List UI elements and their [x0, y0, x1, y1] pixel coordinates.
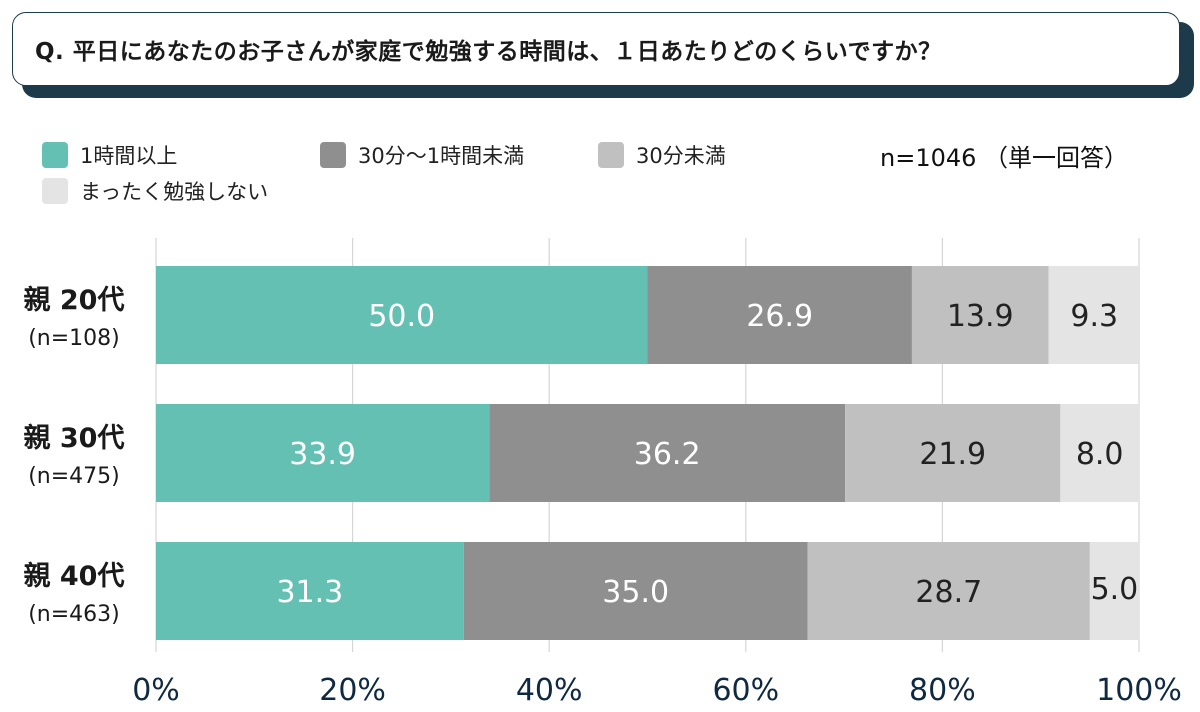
- legend-label-30m-1h: 30分～1時間未満: [358, 144, 525, 168]
- category-label-1: 親 30代: [24, 423, 125, 454]
- category-n-1: (n=475): [28, 464, 120, 489]
- legend-item-no-study: まったく勉強しない: [42, 176, 268, 206]
- x-tick-label-100: 100%: [1096, 673, 1182, 708]
- sample-size-note: n=1046 （単一回答）: [880, 144, 1129, 172]
- legend-item-30m-1h: 30分～1時間未満: [320, 140, 524, 170]
- data-label-r0-s1: 26.9: [746, 299, 813, 334]
- category-label-2: 親 40代: [24, 561, 125, 592]
- data-label-r2-s0: 31.3: [276, 575, 343, 610]
- data-label-r1-s1: 36.2: [634, 437, 701, 472]
- legend-item-under-30m: 30分未満: [598, 140, 726, 170]
- bar-segment-r0-s3: [1048, 266, 1140, 364]
- bar-segment-r0-s0: [156, 266, 648, 364]
- x-tick-label-0: 0%: [132, 673, 180, 708]
- data-label-r2-s3: 5.0: [1091, 572, 1139, 607]
- data-label-r1-s3: 8.0: [1076, 437, 1124, 472]
- legend-swatch-under-30m: [598, 142, 624, 168]
- legend-label-1h-plus: 1時間以上: [80, 144, 178, 168]
- bar-segment-r1-s3: [1060, 404, 1139, 502]
- bar-segment-r2-s0: [156, 542, 464, 640]
- category-n-0: (n=108): [28, 326, 120, 351]
- bar-segment-r0-s2: [911, 266, 1049, 364]
- data-label-r2-s1: 35.0: [602, 575, 669, 610]
- legend-swatch-30m-1h: [320, 142, 346, 168]
- data-label-r0-s3: 9.3: [1070, 299, 1118, 334]
- bar-segment-r0-s1: [647, 266, 912, 364]
- legend-label-under-30m: 30分未満: [636, 144, 726, 168]
- data-label-r0-s0: 50.0: [368, 299, 435, 334]
- x-tick-label-80: 80%: [909, 673, 976, 708]
- bar-segment-r1-s0: [156, 404, 490, 502]
- category-n-2: (n=463): [28, 602, 120, 627]
- x-tick-label-20: 20%: [319, 673, 386, 708]
- bar-segment-r2-s1: [463, 542, 808, 640]
- bar-segment-r2-s2: [807, 542, 1090, 640]
- data-label-r2-s2: 28.7: [915, 575, 982, 610]
- bar-segment-r1-s1: [489, 404, 846, 502]
- legend-swatch-no-study: [42, 178, 68, 204]
- data-label-r0-s2: 13.9: [947, 299, 1014, 334]
- x-tick-label-60: 60%: [712, 673, 779, 708]
- question-title-box: Q. 平日にあなたのお子さんが家庭で勉強する時間は、１日あたりどのくらいですか？: [12, 12, 1180, 86]
- question-title: Q. 平日にあなたのお子さんが家庭で勉強する時間は、１日あたりどのくらいですか？: [35, 39, 942, 65]
- category-label-0: 親 20代: [24, 285, 125, 316]
- x-tick-label-40: 40%: [516, 673, 583, 708]
- legend-item-1h-plus: 1時間以上: [42, 140, 177, 170]
- data-label-r1-s0: 33.9: [289, 437, 356, 472]
- data-label-r1-s2: 21.9: [919, 437, 986, 472]
- bar-segment-r1-s2: [845, 404, 1061, 502]
- bar-segment-r2-s3: [1089, 542, 1139, 640]
- legend-label-no-study: まったく勉強しない: [80, 180, 269, 204]
- legend-swatch-1h-plus: [42, 142, 68, 168]
